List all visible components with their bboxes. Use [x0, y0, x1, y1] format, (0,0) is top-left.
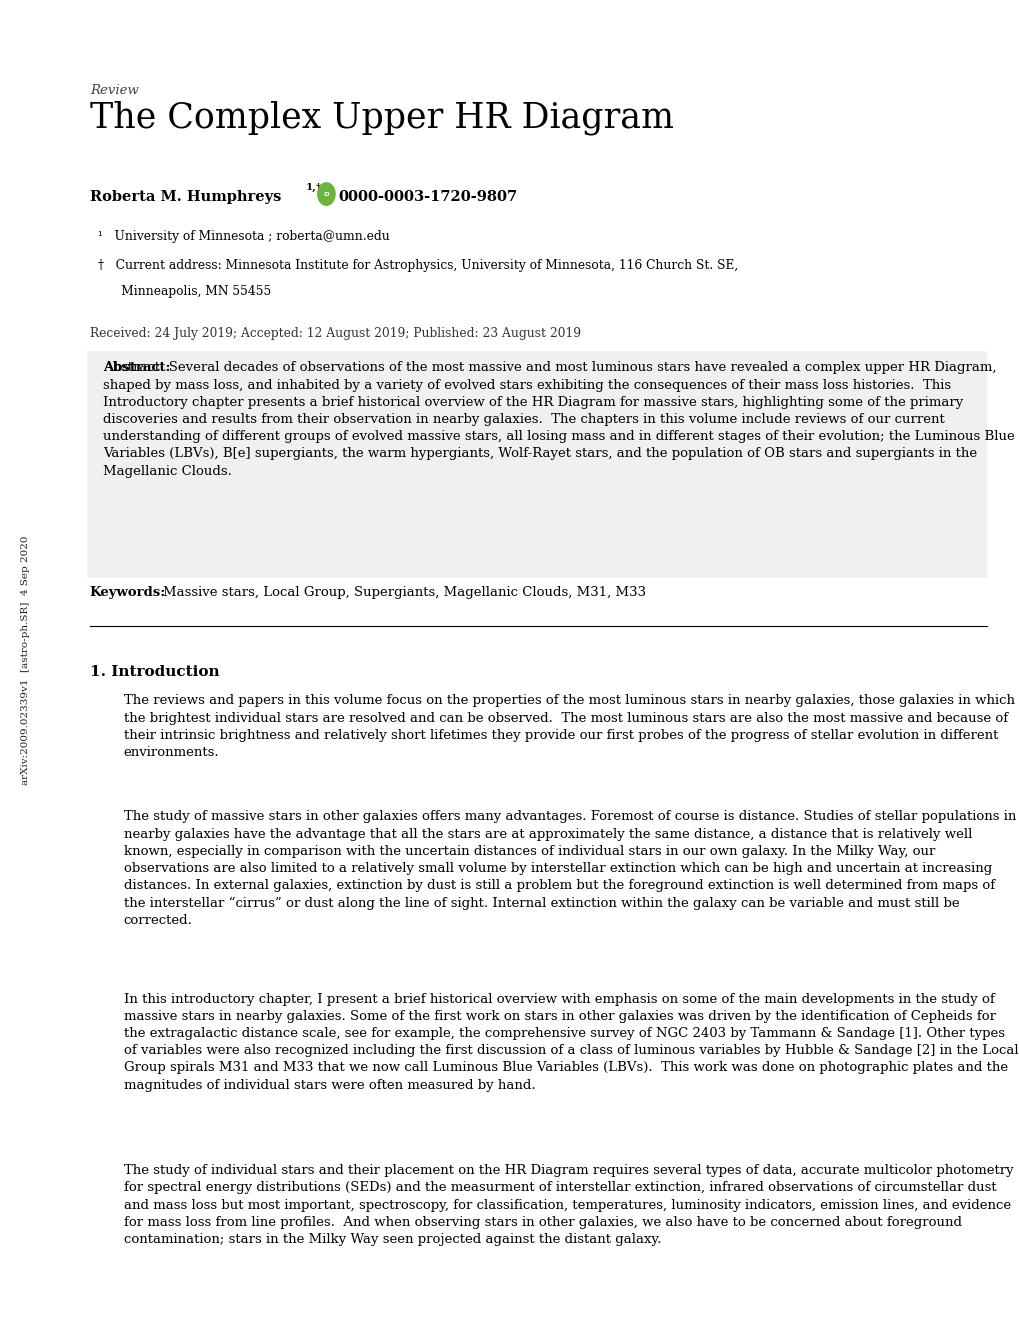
- Text: Roberta M. Humphreys: Roberta M. Humphreys: [90, 190, 281, 205]
- Text: Massive stars, Local Group, Supergiants, Magellanic Clouds, M31, M33: Massive stars, Local Group, Supergiants,…: [163, 586, 646, 599]
- Text: 1. Introduction: 1. Introduction: [90, 665, 219, 680]
- Text: The Complex Upper HR Diagram: The Complex Upper HR Diagram: [90, 100, 674, 135]
- Text: Received: 24 July 2019; Accepted: 12 August 2019; Published: 23 August 2019: Received: 24 July 2019; Accepted: 12 Aug…: [90, 327, 580, 341]
- Text: The study of individual stars and their placement on the HR Diagram requires sev: The study of individual stars and their …: [123, 1164, 1013, 1246]
- Text: arXiv:2009.02339v1  [astro-ph.SR]  4 Sep 2020: arXiv:2009.02339v1 [astro-ph.SR] 4 Sep 2…: [21, 535, 30, 785]
- Text: In this introductory chapter, I present a brief historical overview with emphasi: In this introductory chapter, I present …: [123, 993, 1018, 1092]
- Text: Abstract: Several decades of observations of the most massive and most luminous : Abstract: Several decades of observation…: [103, 362, 1014, 478]
- Text: Review: Review: [90, 84, 139, 98]
- Text: 1,†: 1,†: [306, 183, 322, 193]
- Text: Keywords:: Keywords:: [90, 586, 166, 599]
- Text: Abstract:: Abstract:: [103, 362, 170, 375]
- Text: Minneapolis, MN 55455: Minneapolis, MN 55455: [98, 285, 271, 298]
- Text: The reviews and papers in this volume focus on the properties of the most lumino: The reviews and papers in this volume fo…: [123, 694, 1014, 759]
- Text: 0000-0003-1720-9807: 0000-0003-1720-9807: [338, 190, 518, 205]
- Text: ¹   University of Minnesota ; roberta@umn.edu: ¹ University of Minnesota ; roberta@umn.…: [98, 230, 389, 243]
- Text: iD: iD: [323, 191, 329, 197]
- Text: The study of massive stars in other galaxies offers many advantages. Foremost of: The study of massive stars in other gala…: [123, 810, 1015, 927]
- Text: †   Current address: Minnesota Institute for Astrophysics, University of Minneso: † Current address: Minnesota Institute f…: [98, 259, 738, 272]
